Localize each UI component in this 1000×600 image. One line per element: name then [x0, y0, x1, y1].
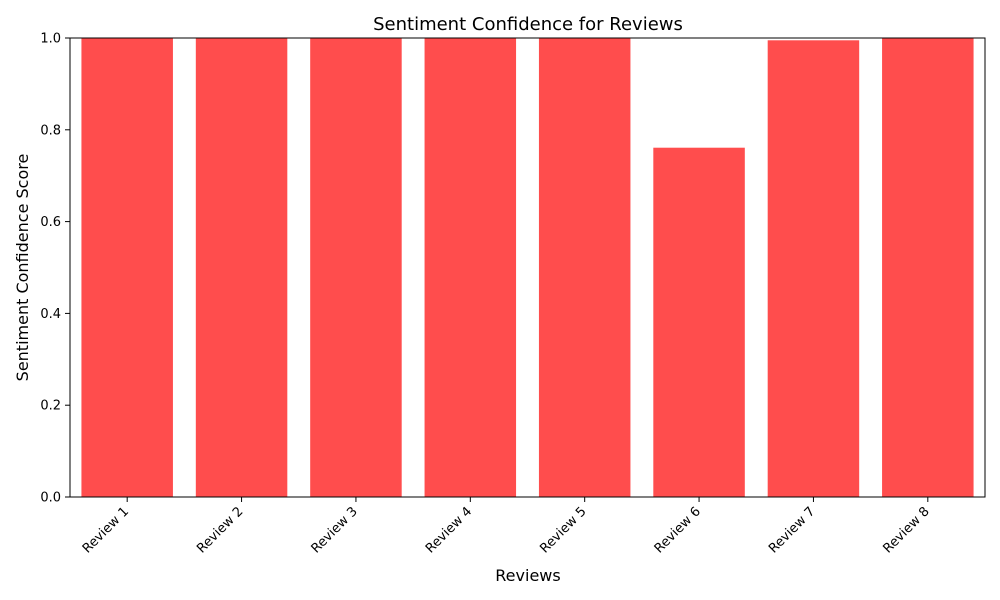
y-tick-label-3: 0.4: [40, 307, 61, 322]
x-tick-label-6: Review 6: [652, 504, 704, 556]
bar-6: [653, 147, 745, 498]
y-tick-label-4: 0.6: [40, 215, 61, 230]
x-tick-label-7: Review 7: [766, 504, 818, 556]
y-tick-label-2: 0.2: [40, 399, 61, 414]
bar-5: [538, 38, 631, 497]
x-tick-label-8: Review 8: [880, 504, 932, 556]
bar-8: [882, 38, 974, 497]
bar-2: [195, 38, 288, 497]
x-tick-label-5: Review 5: [537, 504, 589, 556]
x-axis-label: Reviews: [495, 566, 560, 585]
y-tick-label-6: 1.0: [40, 32, 61, 47]
x-tick-label-1: Review 1: [80, 504, 132, 556]
bar-1: [81, 38, 173, 497]
x-axis: Review 1 Review 2 Review 3 Review 4 Review 5…: [80, 497, 933, 556]
bars-group: [81, 38, 974, 498]
x-tick-label-2: Review 2: [194, 504, 246, 556]
bar-7: [767, 40, 860, 498]
x-tick-label-3: Review 3: [309, 504, 361, 556]
y-axis-label: Sentiment Confidence Score: [13, 154, 32, 382]
chart-title: Sentiment Confidence for Reviews: [373, 14, 683, 35]
y-tick-label-5: 0.8: [40, 123, 61, 138]
bar-3: [310, 38, 402, 497]
bar-4: [424, 38, 517, 497]
y-tick-label-1: 0.0: [40, 491, 61, 506]
plot-frame: [69, 37, 986, 498]
x-tick-label-4: Review 4: [423, 504, 475, 556]
y-axis: 0.0 0.2 0.4 0.6 0.8 1.0: [40, 32, 70, 506]
